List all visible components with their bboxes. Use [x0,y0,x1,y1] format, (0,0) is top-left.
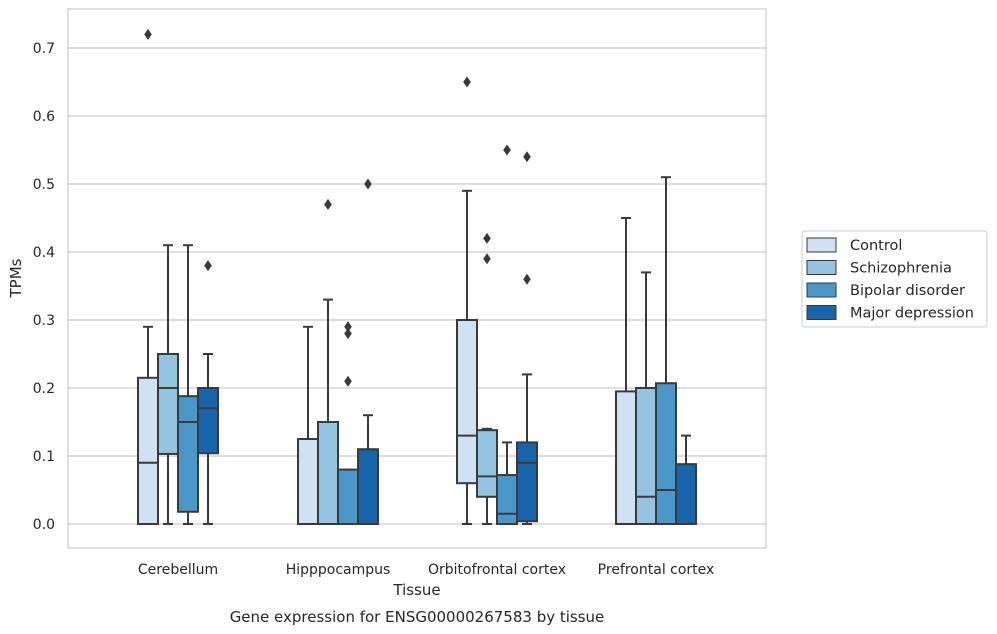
outlier-point [344,375,352,387]
outlier-point [523,151,531,163]
outlier-point [523,273,531,285]
box-body [157,353,179,455]
legend-swatch [806,260,837,275]
outlier-point [344,321,352,333]
outlier-point [483,232,491,244]
outlier-point [344,328,352,340]
y-axis-ticks: 0.0 0.1 0.2 0.3 0.4 0.5 0.6 0.7 [33,41,55,533]
legend-swatch [806,282,837,298]
outlier-point [204,260,212,272]
outlier-point [324,198,332,210]
legend-swatch [806,305,837,320]
box-2-2 [496,144,518,526]
legend-swatch [806,237,837,253]
box-1-1 [317,198,339,525]
y-tick-label: 0.4 [33,245,55,261]
box-2-3 [516,151,538,525]
x-tick-label: Hipppocampus [286,562,391,578]
box-body [635,387,657,525]
box-body [337,468,359,526]
y-tick-label: 0.7 [33,41,55,57]
box-2-1 [476,232,498,525]
y-tick-label: 0.6 [33,109,55,125]
chart-caption: Gene expression for ENSG00000267583 by t… [230,608,605,626]
x-axis-ticks: Cerebellum Hipppocampus Orbitofrontal cort… [138,562,714,578]
outlier-point [144,28,152,40]
box-1-2 [337,321,359,526]
box-body [317,421,339,525]
legend: Control Schizophrenia Bipolar disorder Majo… [801,230,988,328]
legend-frame [801,230,988,328]
x-axis-title: Tissue [392,581,440,599]
box-body [675,463,697,526]
box-body [357,448,379,526]
y-axis-title: TPMs [7,258,25,298]
box-body [197,387,219,455]
x-tick-label: Orbitofrontal cortex [428,562,566,578]
y-tick-label: 0.5 [33,177,55,193]
plot-frame [67,8,767,549]
outlier-point [483,253,491,265]
box-body [615,390,637,525]
box-body [177,395,199,513]
box-0-1 [157,244,179,525]
y-tick-label: 0.1 [33,449,55,465]
box-3-2 [655,176,677,525]
box-1-0 [297,325,319,525]
box-0-0 [137,28,159,525]
box-3-3 [675,434,697,526]
box-0-3 [197,260,219,525]
y-tick-label: 0.3 [33,313,55,329]
outlier-point [503,144,511,156]
legend-label: Control [850,238,902,254]
legend-label: Schizophrenia [850,261,952,277]
box-body [456,319,478,485]
box-body [476,429,498,498]
y-tick-label: 0.0 [33,517,55,533]
plot-area [137,28,697,526]
x-tick-label: Prefrontal cortex [598,562,715,578]
outlier-point [463,76,471,88]
box-0-2 [177,244,199,525]
legend-label: Major depression [850,306,974,322]
y-tick-label: 0.2 [33,381,55,397]
box-3-0 [615,217,637,525]
x-tick-label: Cerebellum [138,562,218,578]
box-body [137,376,159,525]
box-body [496,474,518,526]
box-body [297,438,319,525]
box-1-3 [357,178,379,526]
box-body [516,441,538,523]
box-body [655,382,677,525]
legend-label: Bipolar disorder [850,283,965,299]
box-2-0 [456,76,478,525]
outlier-point [364,178,372,190]
box-3-1 [635,271,657,525]
